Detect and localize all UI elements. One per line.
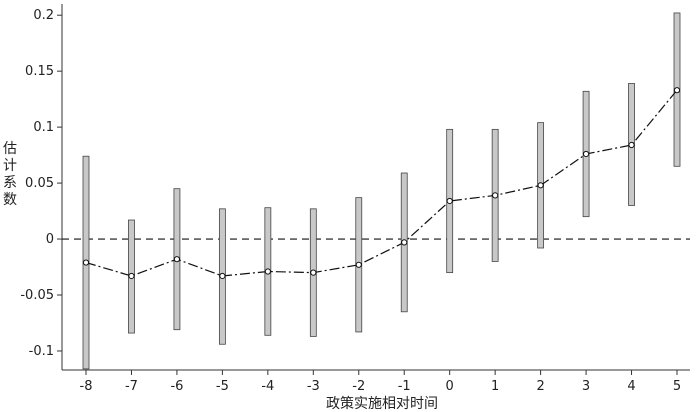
y-axis-title-char: 计 [3, 158, 17, 174]
estimate-point-0 [446, 197, 453, 205]
x-tick-label: -7 [125, 379, 138, 394]
estimate-point--2 [355, 261, 362, 268]
y-axis-title-char: 系 [3, 175, 17, 191]
x-tick-label: -2 [352, 379, 365, 394]
x-tick-label: -1 [398, 379, 411, 394]
x-tick-label: 3 [582, 379, 590, 394]
y-tick-label: 0.05 [25, 176, 54, 191]
estimate-line-layer [85, 89, 678, 277]
y-tick-label: -0.1 [29, 344, 54, 359]
confidence-interval-bars [82, 12, 681, 370]
x-tick-label: 5 [673, 379, 681, 394]
estimate-point--1 [401, 239, 408, 246]
estimate-point--8 [82, 259, 90, 266]
y-axis: -0.1 -0.05 0 0.05 0.1 0.15 0.2 [20, 8, 62, 359]
estimate-point-1 [492, 192, 499, 199]
estimate-point--5 [219, 272, 226, 280]
x-tick-label: -3 [307, 379, 320, 394]
estimate-point-5 [673, 87, 681, 94]
x-tick-label: -6 [170, 379, 183, 394]
y-tick-label: 0.15 [25, 64, 54, 79]
x-tick-label: 2 [536, 379, 544, 394]
estimate-point-4 [628, 141, 635, 149]
estimate-line [85, 89, 678, 277]
x-tick-label: -4 [261, 379, 274, 394]
estimate-point--4 [264, 268, 271, 275]
y-tick-label: 0.2 [33, 8, 54, 23]
estimate-points [82, 87, 681, 280]
x-tick-label: 0 [446, 379, 454, 394]
plot-frame [61, 4, 690, 371]
estimate-point-3 [582, 150, 590, 158]
estimate-point-2 [537, 182, 544, 189]
estimate-point--3 [310, 269, 317, 276]
x-axis-title: 政策实施相对时间 [326, 395, 438, 412]
x-tick-label: 4 [627, 379, 635, 394]
estimate-point--6 [173, 256, 181, 263]
y-axis-title-char: 数 [3, 192, 17, 208]
x-tick-label: -8 [80, 379, 93, 394]
estimate-point--7 [128, 272, 135, 280]
y-tick-label: 0.1 [33, 120, 54, 135]
y-tick-label: 0 [46, 232, 54, 247]
x-tick-label: -5 [216, 379, 229, 394]
y-axis-title-char: 估 [3, 141, 17, 157]
x-axis: -8 -7 -6 -5 -4 -3 -2 -1 0 1 2 3 4 5 [80, 370, 681, 394]
x-tick-label: 1 [491, 379, 499, 394]
y-tick-label: -0.05 [20, 288, 54, 303]
